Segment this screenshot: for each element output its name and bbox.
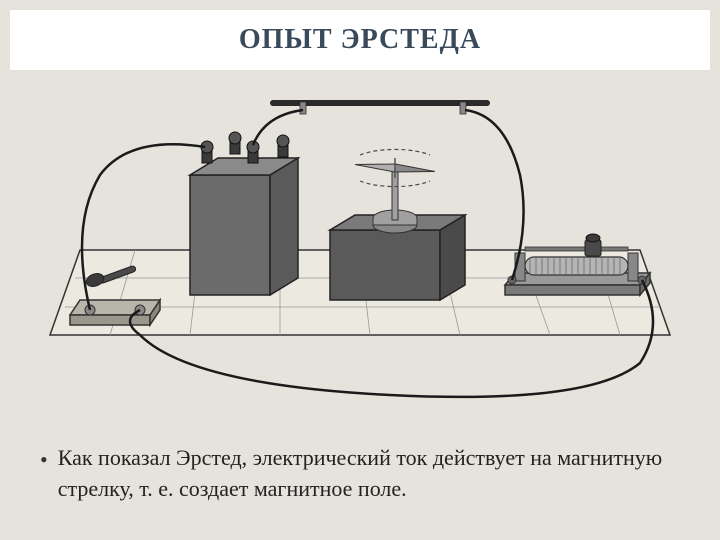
bullet-icon: • bbox=[40, 445, 48, 476]
top-conductor bbox=[270, 100, 490, 114]
battery bbox=[190, 132, 298, 295]
caption-container: • Как показал Эрстед, электрический ток … bbox=[40, 443, 680, 505]
rheostat bbox=[505, 234, 650, 295]
caption-text: Как показал Эрстед, электрический ток де… bbox=[58, 443, 680, 505]
compass-assembly bbox=[330, 149, 465, 300]
slide-title: ОПЫТ ЭРСТЕДА bbox=[239, 24, 481, 56]
title-container: ОПЫТ ЭРСТЕДА bbox=[10, 10, 710, 70]
experiment-illustration bbox=[40, 75, 680, 425]
oersted-diagram bbox=[40, 75, 680, 425]
